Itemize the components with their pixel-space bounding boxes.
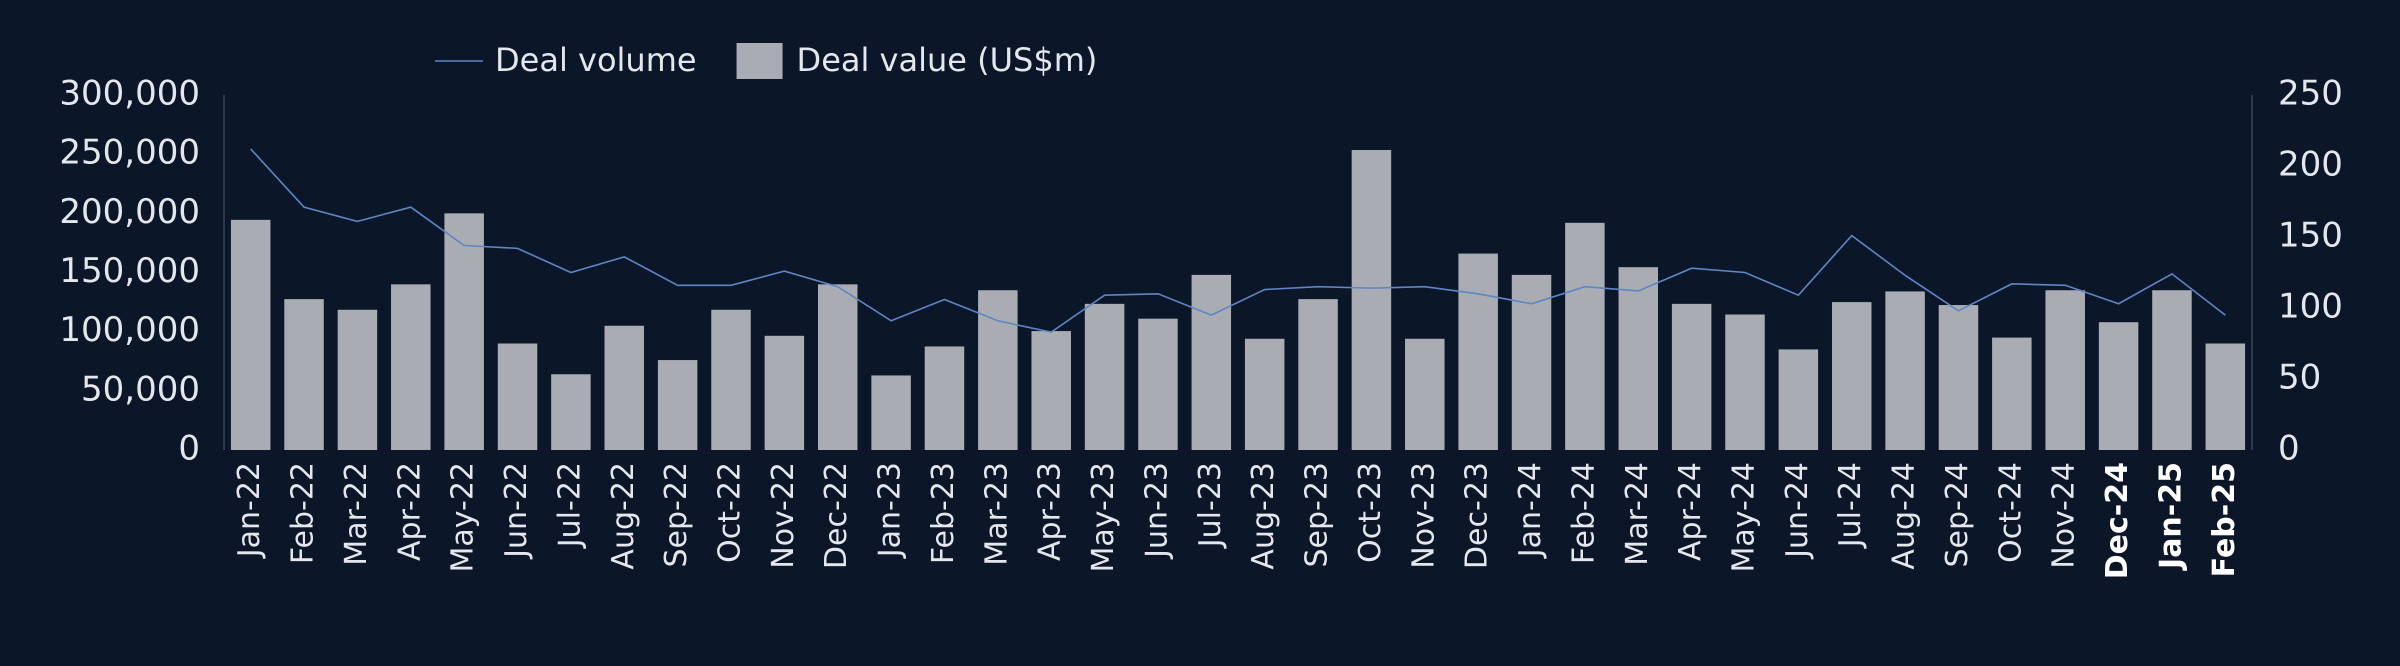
x-tick-label: Jun-22 [499,462,534,560]
legend-swatch [736,43,783,79]
y-tick-label: 250,000 [59,133,200,173]
x-tick-label: Jan-25 [2153,462,2188,571]
x-tick-label: Aug-23 [1246,462,1281,570]
x-tick-label: Jul-23 [1193,462,1228,549]
bar [1351,150,1392,450]
x-tick-label: May-22 [446,462,481,573]
y-tick-label: 300,000 [59,74,200,114]
bar [230,219,271,450]
bar [924,346,965,450]
bar [1938,305,1979,450]
x-tick-label: May-23 [1086,462,1121,573]
x-tick-label: Jan-23 [873,462,908,559]
bar [1405,338,1445,450]
bar [1458,253,1498,450]
bar [391,284,431,450]
x-tick-label: Apr-23 [1033,462,1068,561]
y2-tick-label: 200 [2278,145,2343,185]
x-tick-label: Oct-24 [1993,462,2028,563]
x-tick-label: Nov-23 [1406,462,1441,569]
bar [2045,290,2085,450]
bar [2205,343,2246,450]
legend-label: Deal value (US$m) [797,41,1098,79]
x-tick-label: Feb-23 [926,462,961,564]
x-tick-label: Dec-24 [2100,462,2135,579]
bar [1084,303,1125,450]
bar [497,343,538,450]
bar [1298,299,1338,450]
x-tick-label: Dec-22 [819,462,854,569]
bar [1618,267,1659,450]
x-tick-label: May-24 [1727,462,1762,573]
bar [764,335,805,450]
bar [1031,331,1071,450]
bar [817,284,858,450]
y-tick-label: 200,000 [59,192,200,232]
bar [1831,302,1872,450]
x-tick-label: Sep-22 [659,462,694,568]
y-tick-label: 50,000 [81,369,200,409]
bar [1138,318,1178,450]
x-tick-label: Jun-24 [1780,462,1815,560]
bar [711,309,751,450]
y-tick-label: 150,000 [59,251,200,291]
x-tick-label: Jul-22 [552,462,587,549]
bar [1565,222,1605,450]
bar [1992,337,2032,450]
x-tick-label: Apr-24 [1673,462,1708,561]
x-tick-label: Oct-22 [713,462,748,563]
bar [1191,274,1232,450]
bar [444,213,484,450]
x-tick-label: Mar-22 [339,462,374,566]
line [250,148,2226,333]
x-tick-label: Feb-25 [2207,462,2242,577]
x-tick-label: Feb-22 [286,462,321,564]
y2-tick-label: 150 [2278,216,2343,256]
x-tick-label: Jan-22 [232,462,267,559]
x-tick-label: Nov-24 [2047,462,2082,569]
x-tick-label: Apr-22 [392,462,427,561]
x-tick-label: Mar-23 [979,462,1014,566]
y-tick-label: 0 [178,429,200,469]
x-tick-label: Dec-23 [1460,462,1495,569]
x-tick-label: Mar-24 [1620,462,1655,566]
bar [978,290,1018,450]
x-tick-label: Aug-22 [606,462,641,570]
bar [2152,290,2192,450]
y2-tick-label: 50 [2278,358,2321,398]
x-tick-label: Feb-24 [1566,462,1601,564]
bar [604,325,645,450]
bar [871,375,911,450]
x-tick-label: Jan-24 [1513,462,1548,559]
bar [551,374,591,450]
x-tick-label: Oct-23 [1353,462,1388,563]
bar [1778,349,1819,450]
x-tick-label: Sep-24 [1940,462,1975,568]
x-tick-label: Nov-22 [766,462,801,569]
y2-tick-label: 0 [2278,429,2300,469]
y-tick-label: 100,000 [59,310,200,350]
x-tick-label: Sep-23 [1300,462,1335,568]
x-tick-label: Jun-23 [1139,462,1174,560]
bar [1885,291,1925,450]
bar [1671,303,1712,450]
bar [284,299,324,450]
y2-tick-label: 250 [2278,74,2343,114]
bar [337,309,378,450]
legend-label: Deal volume [495,41,697,79]
bar [657,360,698,450]
y2-tick-label: 100 [2278,287,2343,327]
bar [1725,314,1765,450]
x-tick-label: Aug-24 [1887,462,1922,570]
bar [2098,322,2139,450]
x-tick-label: Jul-24 [1833,462,1868,549]
bar [1244,338,1285,450]
